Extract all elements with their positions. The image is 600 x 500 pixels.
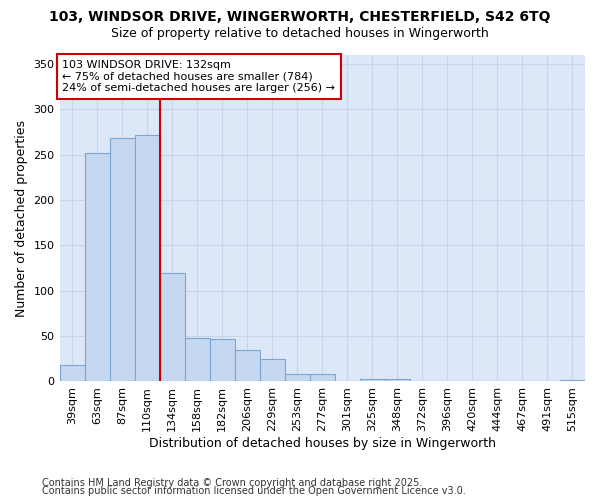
Bar <box>160 272 185 382</box>
Text: 103 WINDSOR DRIVE: 132sqm
← 75% of detached houses are smaller (784)
24% of semi: 103 WINDSOR DRIVE: 132sqm ← 75% of detac… <box>62 60 335 93</box>
Bar <box>260 359 285 382</box>
Bar <box>560 380 585 382</box>
Bar <box>360 378 385 382</box>
Y-axis label: Number of detached properties: Number of detached properties <box>15 120 28 316</box>
Bar <box>310 374 335 382</box>
Bar <box>285 374 310 382</box>
Text: 103, WINDSOR DRIVE, WINGERWORTH, CHESTERFIELD, S42 6TQ: 103, WINDSOR DRIVE, WINGERWORTH, CHESTER… <box>49 10 551 24</box>
Bar <box>85 153 110 382</box>
Bar <box>185 338 209 382</box>
Bar <box>134 135 160 382</box>
Bar <box>209 339 235 382</box>
Bar <box>385 378 410 382</box>
Bar <box>59 365 85 382</box>
Text: Size of property relative to detached houses in Wingerworth: Size of property relative to detached ho… <box>111 28 489 40</box>
X-axis label: Distribution of detached houses by size in Wingerworth: Distribution of detached houses by size … <box>149 437 496 450</box>
Text: Contains public sector information licensed under the Open Government Licence v3: Contains public sector information licen… <box>42 486 466 496</box>
Bar <box>235 350 260 382</box>
Bar <box>110 138 134 382</box>
Text: Contains HM Land Registry data © Crown copyright and database right 2025.: Contains HM Land Registry data © Crown c… <box>42 478 422 488</box>
